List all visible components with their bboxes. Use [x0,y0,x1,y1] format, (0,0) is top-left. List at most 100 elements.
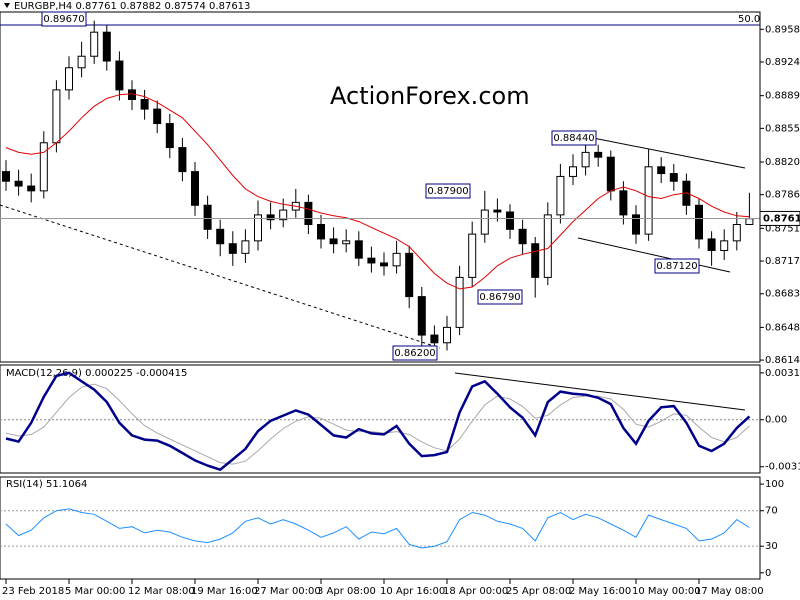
candle-body [417,296,426,336]
candle-body [732,224,741,242]
macd-trend-line [454,372,746,411]
x-tick-label: 23 Feb 2018 [2,586,64,597]
candle-body [266,214,275,221]
candle-body [581,151,590,168]
candle-body [90,31,99,57]
annotation-box [392,345,438,361]
y-tick-label: 30 [765,541,778,552]
candle-body [707,238,716,251]
candle-body [556,175,565,216]
candle-body [317,224,325,240]
annotation-box [477,289,523,305]
y-tick-label: -0.003177 [765,462,800,473]
candle-body [745,218,754,226]
candle-body [531,243,540,278]
chart-title: EURGBP,H4 0.87761 0.87882 0.87574 0.8761… [14,1,250,12]
last-price-box [759,210,800,226]
candle-body [102,31,111,62]
annotation-label: 0.86200 [394,348,435,359]
rsi-panel [0,476,761,580]
candle-body [480,209,489,235]
candle-body [27,185,36,192]
x-tick-label: 12 Mar 08:00 [128,586,195,597]
candle-body [569,166,577,177]
candle-body [279,209,288,221]
x-tick-label: 10 Apr 16:00 [380,586,445,597]
y-tick-label: 70 [765,506,778,517]
fib-label: 50.0 [738,14,760,25]
x-tick-label: 18 Apr 00:00 [443,586,508,597]
candle-body [644,166,653,235]
x-tick-label: 19 Mar 16:00 [191,586,258,597]
x-tick-label: 10 May 00:00 [632,586,701,597]
candle-body [254,214,262,242]
annotation-label: 0.89670 [43,14,84,25]
candle-body [77,55,86,69]
x-tick-label: 2 May 16:00 [569,586,631,597]
x-tick-label: 17 May 08:00 [695,586,764,597]
y-tick-label: 0.00 [765,415,787,426]
candle-body [430,334,439,344]
candle-body [392,252,401,267]
candle-body [506,211,514,230]
candle-body [304,201,313,225]
candle-body [657,166,666,175]
candle-body [632,214,640,235]
annotation-label: 0.88440 [553,133,594,144]
candle-body [191,171,199,206]
candle-body [380,262,388,267]
candle-body [165,123,174,149]
channel-bottom [577,237,731,273]
trend-line [0,204,441,349]
candle-body [367,257,376,264]
menu-arrow [4,3,10,8]
rsi-title: RSI(14) 51.1064 [6,479,87,490]
candle-body [2,171,10,182]
candle-body [14,180,23,187]
candle-body [695,204,703,240]
last-price-label: 0.87613 [763,213,800,224]
y-tick-label: 0 [765,568,771,579]
annotation-label: 0.87900 [427,186,468,197]
ma-line [5,93,750,290]
candle-body [241,240,250,254]
candle-body [606,156,615,192]
annotation-box [425,183,471,199]
candle-body [65,67,73,91]
candle-body [405,252,414,298]
candle-body [669,173,678,182]
candle-body [455,276,464,328]
x-tick-label: 3 Apr 08:00 [317,586,376,597]
price-panel [0,11,761,363]
x-tick-label: 27 Mar 00:00 [254,586,321,597]
values-line [5,508,750,549]
candle-body [178,147,187,173]
candle-body [594,151,603,158]
candle-body [329,238,338,245]
y-tick-label: 0.003169 [765,368,800,379]
candle-body [354,240,363,259]
signal-line [5,383,750,465]
annotation-box [654,258,700,274]
candle-body [153,108,162,125]
candle-body [443,326,451,344]
candle-body [518,228,527,245]
candle-body [543,214,552,278]
y-tick-label: 100 [765,479,784,490]
x-tick-label: 25 Apr 08:00 [506,586,571,597]
macd-panel [0,364,761,474]
candle-body [493,209,502,213]
candle-body [619,190,628,216]
candle-body [228,243,237,254]
x-tick-label: 5 Mar 00:00 [65,586,125,597]
annotation-box [551,130,597,146]
